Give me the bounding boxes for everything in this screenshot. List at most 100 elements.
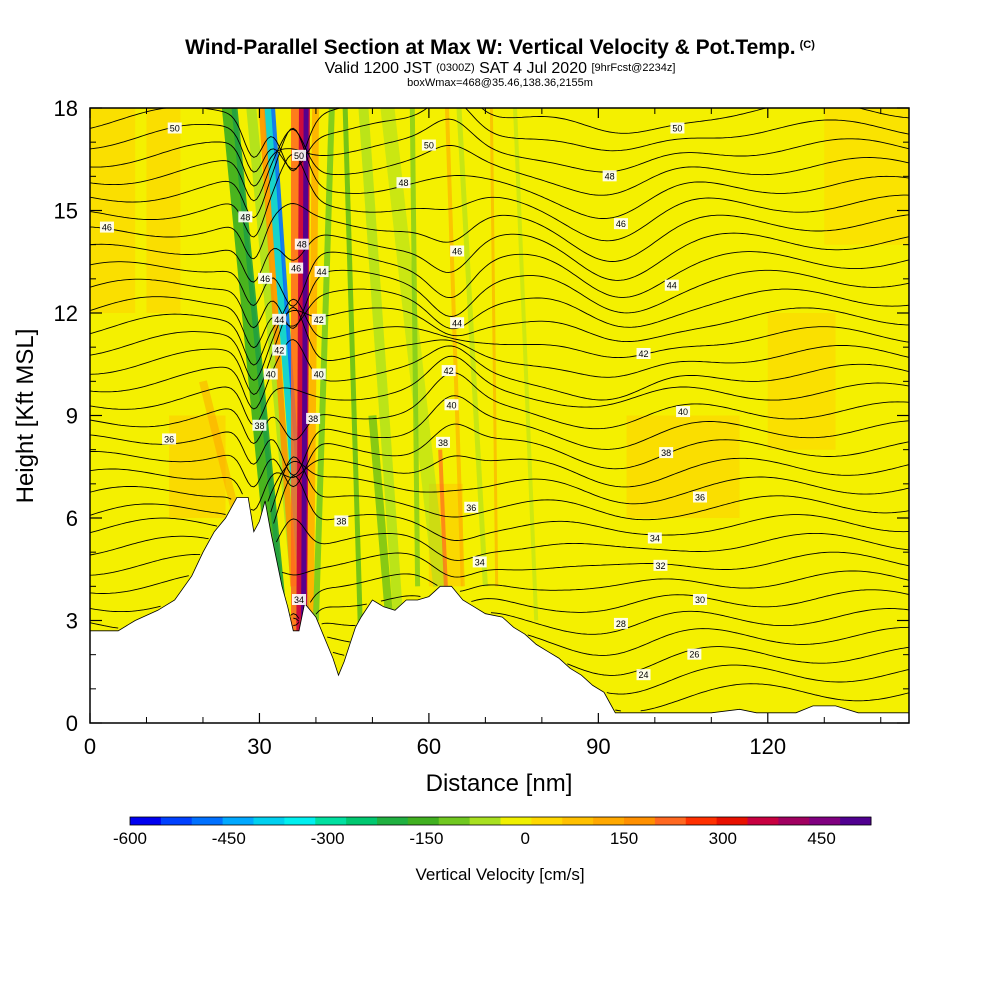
valid-date-label: SAT 4 Jul 2020 xyxy=(479,60,587,77)
contour-label-bg xyxy=(636,669,651,681)
contour-label: 36 xyxy=(164,434,174,444)
terrain-mask xyxy=(90,497,909,723)
colorbar-swatch xyxy=(130,817,162,825)
colorbar-swatch xyxy=(253,817,285,825)
field-patch xyxy=(767,313,836,450)
colorbar-swatch xyxy=(284,817,316,825)
velocity-band xyxy=(342,108,364,655)
contour-label: 24 xyxy=(639,670,649,680)
theta-contour-line xyxy=(90,461,909,505)
colorbar-swatch xyxy=(809,817,841,825)
contour-label-bg xyxy=(687,648,702,660)
contour-label-bg xyxy=(676,406,691,418)
contour-label-bg xyxy=(334,515,349,527)
colorbar-swatch xyxy=(593,817,625,825)
theta-contour-line xyxy=(90,108,909,172)
theta-contour-line xyxy=(90,355,909,426)
contour-label-bg xyxy=(436,436,451,448)
theta-contour-line xyxy=(90,288,909,349)
contour-label: 30 xyxy=(695,595,705,605)
valid-utc-label: (0300Z) xyxy=(436,62,475,74)
theta-contour-line xyxy=(90,475,909,541)
theta-contour-line xyxy=(90,551,909,578)
colorbar-tick-label: -150 xyxy=(409,829,443,848)
velocity-band xyxy=(368,415,394,621)
contour-label-bg xyxy=(291,149,306,161)
contour-label: 46 xyxy=(616,219,626,229)
velocity-band xyxy=(456,108,488,587)
colorbar-swatch xyxy=(500,817,532,825)
velocity-band xyxy=(438,449,448,587)
theta-contour-line xyxy=(90,153,909,242)
contour-label: 48 xyxy=(398,178,408,188)
theta-contour-line xyxy=(90,118,909,187)
contour-label-bg xyxy=(444,399,459,411)
theta-contour-line xyxy=(90,570,909,627)
contour-label-bg xyxy=(464,501,479,513)
contour-label: 38 xyxy=(336,516,346,526)
contour-label-bg xyxy=(311,368,326,380)
chart-subtitle: Valid 1200 JST (0300Z) SAT 4 Jul 2020 [9… xyxy=(0,60,1000,78)
contour-label: 38 xyxy=(254,421,264,431)
contour-label-bg xyxy=(664,279,679,291)
contour-label-bg xyxy=(670,122,685,134)
box-info: boxWmax=468@35.46,138.36,2155m xyxy=(407,77,593,89)
contour-label-bg xyxy=(291,594,306,605)
velocity-band xyxy=(513,108,539,621)
colorbar-swatch xyxy=(222,817,254,825)
theta-contours xyxy=(90,108,909,712)
theta-contour-line xyxy=(293,617,909,676)
theta-contour-line xyxy=(615,683,909,712)
contour-label: 34 xyxy=(475,557,485,567)
copyright-mark: (C) xyxy=(799,39,815,51)
contour-label: 48 xyxy=(297,240,307,250)
colorbar-swatch xyxy=(747,817,779,825)
colorbar-tick-label: 150 xyxy=(610,829,638,848)
contour-label: 46 xyxy=(260,274,270,284)
contour-label-bg xyxy=(653,559,668,571)
contour-label-bg xyxy=(613,617,628,629)
theta-contour-line xyxy=(90,372,909,445)
theta-contour-line xyxy=(90,128,909,202)
colorbar-frame xyxy=(129,816,872,826)
theta-contour-line xyxy=(90,456,909,521)
contour-label: 46 xyxy=(102,223,112,233)
contour-label-bg xyxy=(450,245,465,257)
contour-label: 44 xyxy=(274,315,284,325)
colorbar-swatch xyxy=(624,817,656,825)
colorbar-swatch xyxy=(438,817,471,825)
contour-label-bg xyxy=(162,433,177,445)
velocity-band xyxy=(409,108,421,587)
contour-label: 42 xyxy=(314,315,324,325)
contour-label-bg xyxy=(314,266,329,277)
contour-label-bg xyxy=(659,447,674,459)
contour-label: 46 xyxy=(291,264,301,274)
colorbar-tick-label: 0 xyxy=(520,829,529,848)
colorbar-swatch xyxy=(191,817,224,825)
contour-label: 50 xyxy=(170,124,180,134)
contour-label: 34 xyxy=(650,534,660,544)
contour-label-bg xyxy=(647,532,662,544)
theta-contour-labels: 50 46 36 48 46 44 42 40 38 50 48 46 44 42 40 38 38 34 50 48… xyxy=(99,122,708,681)
contour-label-bg xyxy=(263,368,278,380)
contour-label: 42 xyxy=(274,346,284,356)
contour-label-bg xyxy=(396,177,411,189)
theta-contour-line xyxy=(90,339,909,410)
contour-label-bg xyxy=(693,594,708,605)
x-tick-label: 30 xyxy=(247,734,271,759)
contour-label-bg xyxy=(636,348,651,359)
velocity-band xyxy=(489,108,499,587)
colorbar-swatch xyxy=(315,817,347,825)
x-axis-label: Distance [nm] xyxy=(426,770,573,797)
contour-label-bg xyxy=(252,419,267,431)
contour-label-bg xyxy=(238,211,253,223)
theta-contour-line xyxy=(290,613,909,695)
contour-label: 42 xyxy=(444,366,454,376)
y-tick-label: 9 xyxy=(66,404,78,429)
theta-contour-line xyxy=(90,269,909,329)
velocity-band xyxy=(444,108,465,587)
theta-contour-line xyxy=(90,203,909,262)
colorbar-swatch xyxy=(840,817,872,825)
contour-label-bg xyxy=(693,491,708,503)
contour-label-bg xyxy=(99,221,114,233)
